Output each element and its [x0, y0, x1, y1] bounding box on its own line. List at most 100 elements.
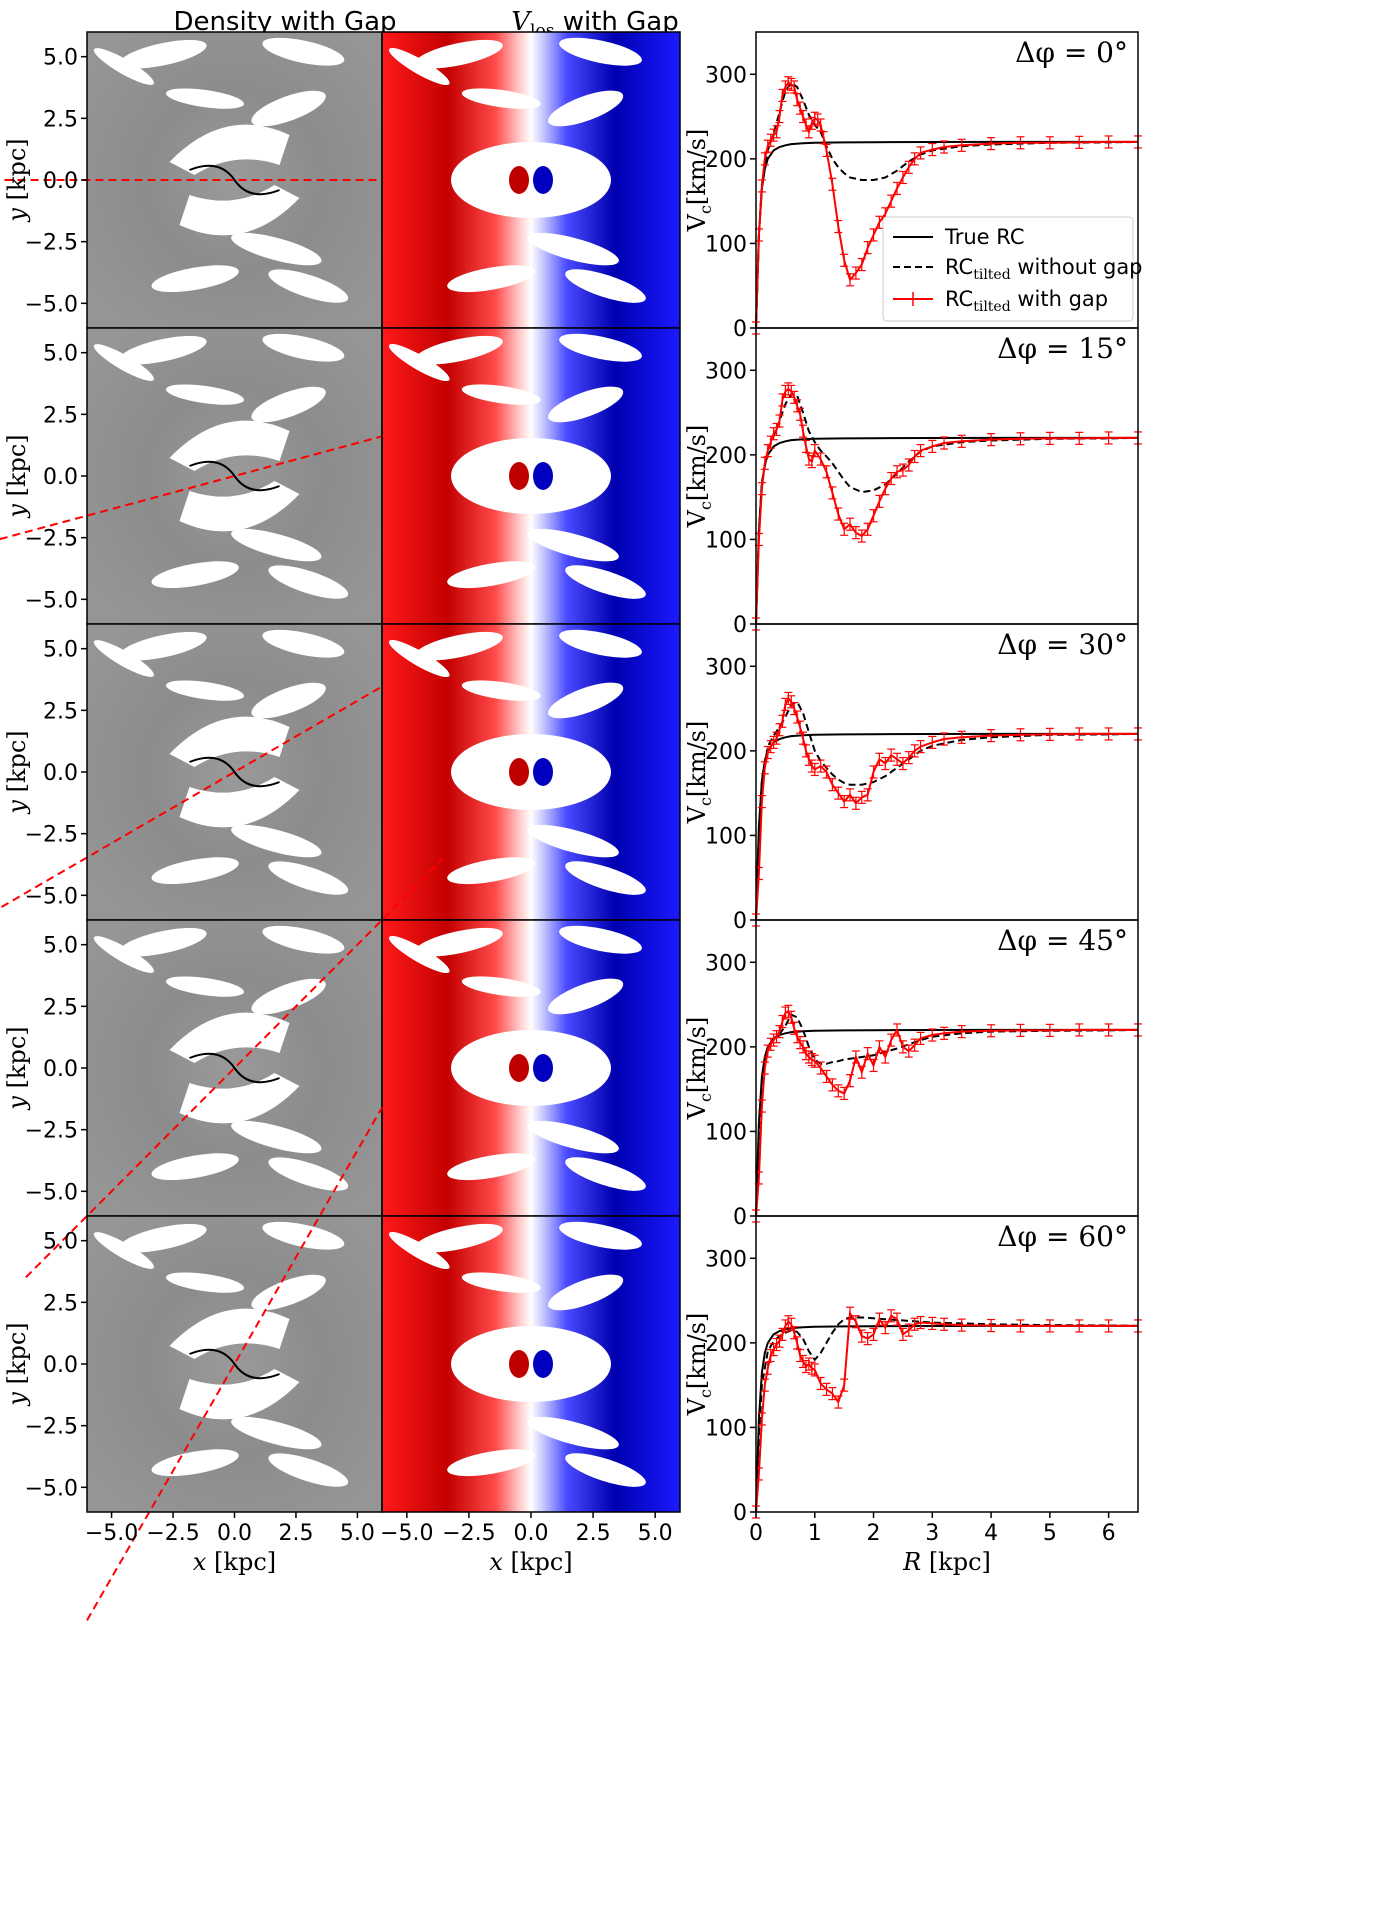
- gap-region: [559, 629, 642, 658]
- rc-frame: [755, 1215, 1139, 1513]
- gap-region: [559, 1221, 642, 1250]
- ytick-label: 0.0: [43, 761, 78, 786]
- gap-region: [268, 269, 349, 303]
- gap-region: [262, 925, 345, 954]
- gap-region: [461, 384, 541, 405]
- rc-ytick-label: 300: [705, 359, 747, 384]
- gap-region: [262, 333, 345, 362]
- rc-ylabel-sub: c: [696, 501, 715, 510]
- map-ylabel-unit: [kpc]: [3, 434, 31, 504]
- rc-ytick-label: 300: [705, 63, 747, 88]
- gap-region: [527, 528, 619, 562]
- rc-ytick-label: 100: [705, 1416, 747, 1441]
- dphi-label: Δφ = 15°: [997, 332, 1128, 365]
- true-rc-line: [755, 1028, 1138, 1217]
- gap-region: [151, 561, 239, 589]
- gap-region: [447, 561, 536, 589]
- gap-region: [179, 777, 300, 828]
- rc-with-gap-line: [755, 696, 1138, 921]
- gap-region: [166, 680, 244, 701]
- rc-xtick-label: 2: [867, 1521, 881, 1546]
- ytick-label: −5.0: [25, 1476, 78, 1501]
- gap-region: [565, 269, 646, 303]
- ytick-label: −5.0: [25, 1180, 78, 1205]
- map-xtick-label: −5.0: [380, 1521, 433, 1546]
- gap-region: [169, 420, 290, 471]
- gap-region: [461, 976, 541, 997]
- row-0: 5.0 2.5 0.0 −2.5 −5.0 y [kpc] 0 100 200 300 Vc[km/…: [0, 31, 1143, 342]
- rc-ytick-label: 200: [705, 740, 747, 765]
- core-redshift: [509, 462, 529, 490]
- core-redshift: [509, 1054, 529, 1082]
- gap-region: [565, 861, 646, 895]
- vlos-map-2: [382, 624, 680, 920]
- gap-region: [119, 39, 207, 69]
- map-xtick-label: 2.5: [576, 1521, 611, 1546]
- map-ylabel-unit: [kpc]: [3, 1322, 31, 1392]
- slit-line: [25, 857, 444, 1279]
- bar-arm: [189, 1052, 280, 1084]
- gap-region: [527, 1120, 619, 1154]
- rc-ylabel-main: V: [683, 509, 711, 528]
- rc-ytick-label: 100: [705, 1120, 747, 1145]
- gap-region: [447, 1449, 536, 1477]
- gap-region: [268, 1453, 349, 1487]
- gap-region: [251, 90, 326, 127]
- gap-region: [151, 1153, 239, 1181]
- gap-region: [461, 1272, 541, 1293]
- rc-xtick-label: 0: [749, 1521, 763, 1546]
- gap-region: [166, 976, 244, 997]
- ytick-label: 2.5: [43, 403, 78, 428]
- gap-region: [388, 344, 450, 382]
- rc-ytick-label: 0: [733, 909, 747, 934]
- legend-nogap-suffix: without gap: [1011, 255, 1143, 279]
- gap-region: [559, 37, 642, 66]
- ytick-label: 2.5: [43, 107, 78, 132]
- legend-box: [882, 216, 1134, 322]
- rc-xtick-label: 4: [984, 1521, 998, 1546]
- gap-region: [179, 1073, 300, 1124]
- gap-region: [415, 927, 503, 957]
- rc-ytick-label: 200: [705, 1332, 747, 1357]
- rc-ylabel-sub: c: [696, 1093, 715, 1102]
- map-xtick-label: 5.0: [638, 1521, 673, 1546]
- rc-with-gap-line: [755, 1310, 1138, 1513]
- rc-panel-3: 0 100 200 300 Vc[km/s] Δφ = 45°: [683, 919, 1142, 1230]
- gap-region: [559, 333, 642, 362]
- ytick-label: 5.0: [43, 638, 78, 663]
- rc-ylabel: Vc[km/s]: [683, 1017, 715, 1121]
- gap-region: [166, 384, 244, 405]
- map-xtick-label: 5.0: [340, 1521, 375, 1546]
- gap-region: [548, 682, 624, 719]
- ytick-label: 0.0: [43, 1353, 78, 1378]
- row-2: 5.0 2.5 0.0 −2.5 −5.0 y [kpc] 0 100 200 300 Vc[km/…: [0, 623, 1142, 934]
- rc-ytick-label: 100: [705, 232, 747, 257]
- rc-ylabel: Vc[km/s]: [683, 425, 715, 529]
- gap-region: [179, 185, 300, 236]
- gap-region: [231, 824, 322, 858]
- rc-no-gap-line: [755, 700, 1139, 921]
- core-blueshift: [533, 1054, 553, 1082]
- gap-region: [169, 124, 290, 175]
- density-map-1: [0, 328, 520, 624]
- rc-ylabel-unit: [km/s]: [683, 721, 711, 797]
- gap-region: [119, 1223, 207, 1253]
- rc-ylabel-main: V: [683, 213, 711, 232]
- map-ylabel: y [kpc]: [3, 1322, 31, 1406]
- gap-region: [119, 631, 207, 661]
- dphi-label: Δφ = 45°: [997, 924, 1128, 957]
- legend-nogap-main: RC: [945, 255, 973, 279]
- rc-ytick-label: 200: [705, 148, 747, 173]
- gap-region: [268, 861, 349, 895]
- gap-region: [262, 1221, 345, 1250]
- rc-ytick-label: 0: [733, 1205, 747, 1230]
- gap-region: [262, 37, 345, 66]
- rc-ylabel-unit: [km/s]: [683, 1313, 711, 1389]
- rc-ytick-label: 300: [705, 1247, 747, 1272]
- rc-ytick-label: 0: [733, 613, 747, 638]
- gap-region: [548, 386, 624, 423]
- figure-rows: 5.02.50.0−2.5−5.0y [kpc]0100200300Vc[km/…: [0, 31, 1143, 1621]
- rc-ylabel: Vc[km/s]: [683, 721, 715, 825]
- gap-region: [415, 1223, 503, 1253]
